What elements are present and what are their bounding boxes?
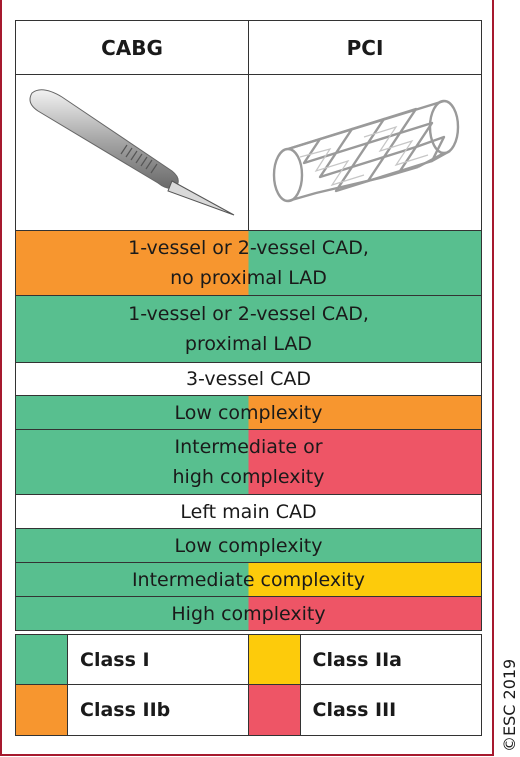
stent-illustration [249, 75, 481, 230]
row-label: Intermediate complexity [132, 565, 365, 595]
row-label-line: Intermediate or [174, 436, 323, 458]
pci-header: PCI [346, 35, 384, 60]
legend: Class I Class IIa Class IIb Class III [15, 634, 482, 736]
legend-label-class-iia: Class IIa [300, 635, 481, 685]
table-row: 1-vessel or 2-vessel CAD, proximal LAD [16, 296, 481, 363]
row-label-line: 1-vessel or 2-vessel CAD, [128, 303, 369, 325]
row-label: 1-vessel or 2-vessel CAD, no proximal LAD [128, 233, 369, 293]
scalpel-icon [29, 88, 235, 215]
row-label-line: Intermediate complexity [131, 568, 366, 591]
scalpel-illustration [16, 75, 249, 230]
row-label: 3-vessel CAD [186, 364, 311, 394]
row-label-line: Left main CAD [180, 500, 317, 523]
legend-label-class-i: Class I [68, 635, 249, 685]
table-row: Intermediate complexity [16, 563, 481, 597]
legend-swatch-class-iii [248, 685, 301, 735]
row-label-line: high complexity [172, 466, 325, 488]
row-label: High complexity [171, 599, 325, 629]
row-label: Low complexity [175, 531, 323, 561]
cabg-header: CABG [16, 21, 249, 74]
illustration-row [16, 75, 481, 231]
table-row: Low complexity [16, 396, 481, 430]
row-label-line: High complexity [171, 602, 326, 625]
table-row: Intermediate or high complexity [16, 430, 481, 495]
table-header: CABG PCI [16, 21, 481, 75]
row-label-line: 3-vessel CAD [185, 368, 312, 390]
table-row: Left main CAD [16, 495, 481, 529]
legend-swatch-class-iia [248, 635, 301, 685]
figure-frame [0, 0, 494, 756]
recommendation-table: CABG PCI [15, 20, 482, 631]
recommendation-rows: 1-vessel or 2-vessel CAD, no proximal LAD… [16, 231, 481, 630]
row-label-line: Low complexity [174, 534, 323, 557]
legend-label-class-iib: Class IIb [68, 685, 249, 735]
row-label: Low complexity [175, 398, 323, 428]
table-row: Low complexity [16, 529, 481, 563]
row-label-line: proximal LAD [184, 333, 313, 355]
row-label: Left main CAD [180, 497, 316, 527]
row-label: 1-vessel or 2-vessel CAD, proximal LAD [128, 299, 369, 359]
row-label-line: Low complexity [174, 401, 323, 424]
copyright-notice: ©ESC 2019 [500, 658, 519, 752]
legend-swatch-class-i [16, 635, 68, 685]
row-label-line: no proximal LAD [170, 267, 327, 289]
table-row: 3-vessel CAD [16, 363, 481, 396]
row-label: Intermediate or high complexity [173, 432, 325, 492]
table-row: High complexity [16, 597, 481, 630]
table-row: 1-vessel or 2-vessel CAD, no proximal LAD [16, 231, 481, 296]
row-label-line: 1-vessel or 2-vessel CAD, [128, 237, 369, 259]
stent-icon [272, 99, 460, 202]
legend-swatch-class-iib [16, 685, 68, 735]
legend-label-class-iii: Class III [312, 699, 397, 721]
